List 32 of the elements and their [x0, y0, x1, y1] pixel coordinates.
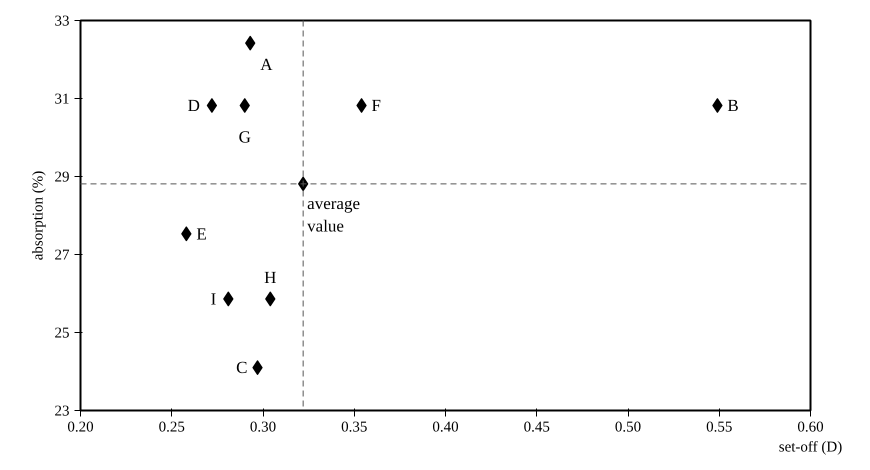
point [356, 98, 367, 114]
point [252, 360, 263, 376]
x-tick-label: 0.20 [67, 420, 94, 436]
point [206, 98, 218, 114]
annotation: I [210, 289, 217, 308]
y-tick-label: 33 [54, 14, 70, 30]
annotation: G [238, 128, 251, 147]
annotation: E [196, 224, 207, 244]
annotation: H [264, 268, 276, 287]
y-tick-label: 31 [54, 92, 70, 108]
point [712, 98, 723, 114]
x-tick-label: 0.45 [524, 420, 550, 436]
y-tick-label: 29 [54, 170, 70, 186]
x-axis-title: set-off (D) [778, 440, 842, 456]
x-tick-label: 0.30 [250, 420, 276, 436]
annotation: A [260, 55, 274, 74]
x-tick-label: 0.60 [797, 420, 824, 436]
y-tick-label: 23 [54, 404, 70, 420]
y-tick-label: 25 [54, 326, 70, 342]
annotation: B [727, 96, 739, 116]
y-axis-title: absorption (%) [30, 170, 46, 260]
x-tick-label: 0.25 [158, 420, 185, 436]
point [181, 226, 192, 242]
y-tick-label: 27 [54, 248, 70, 264]
annotation: C [236, 358, 248, 378]
annotation: average value [307, 194, 360, 236]
x-tick-label: 0.55 [706, 420, 732, 436]
annotation: D [188, 96, 200, 116]
x-tick-label: 0.35 [341, 420, 368, 436]
annotation: F [372, 96, 382, 116]
x-tick-label: 0.50 [614, 420, 642, 436]
x-tick-label: 0.40 [432, 420, 459, 436]
